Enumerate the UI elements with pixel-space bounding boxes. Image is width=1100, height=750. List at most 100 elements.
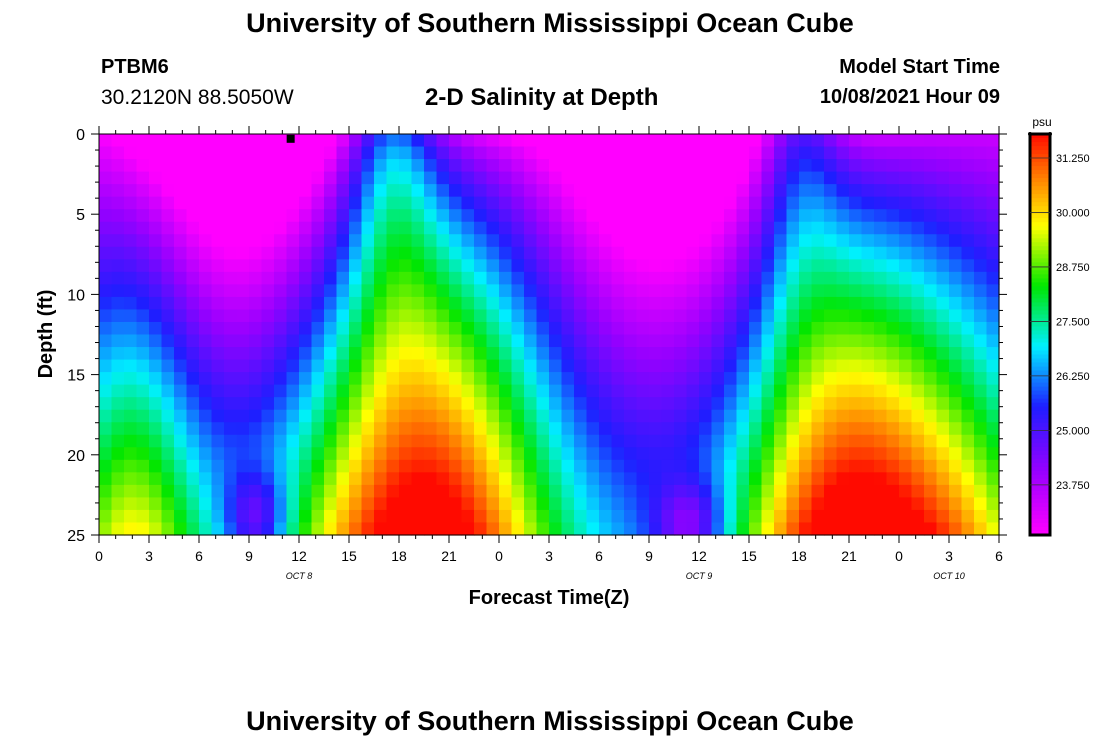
heatmap-cell [724, 259, 738, 273]
heatmap-cell [786, 271, 800, 285]
heatmap-cell [249, 372, 263, 386]
heatmap-cell [586, 284, 600, 298]
heatmap-cell [211, 134, 225, 148]
heatmap-cell [136, 459, 150, 473]
colorbar-segment [1030, 486, 1050, 492]
heatmap-cell [586, 459, 600, 473]
heatmap-cell [161, 271, 175, 285]
heatmap-cell [774, 372, 788, 386]
heatmap-cell [236, 409, 250, 423]
heatmap-cell [136, 484, 150, 499]
heatmap-cell [899, 296, 913, 311]
heatmap-cell [849, 284, 863, 298]
colorbar-segment [1030, 174, 1050, 179]
heatmap-cell [124, 522, 138, 536]
heatmap-cell [386, 422, 400, 436]
heatmap-cell [874, 434, 888, 448]
heatmap-cell [224, 246, 238, 260]
heatmap-cell [274, 146, 288, 160]
heatmap-cell [811, 472, 825, 486]
heatmap-cell [961, 246, 975, 260]
heatmap-cell [386, 384, 400, 398]
heatmap-cell [161, 296, 175, 311]
heatmap-cell [711, 171, 725, 185]
heatmap-cell [674, 422, 688, 436]
heatmap-cell [899, 246, 913, 260]
heatmap-cell [236, 321, 250, 336]
heatmap-cell [649, 284, 663, 298]
heatmap-cell [624, 209, 638, 223]
heatmap-cell [286, 246, 300, 260]
heatmap-cell [899, 447, 913, 461]
heatmap-cell [974, 321, 988, 336]
heatmap-cell [611, 246, 625, 260]
heatmap-cell [786, 359, 800, 373]
heatmap-cell [674, 209, 688, 223]
heatmap-cell [411, 509, 425, 524]
heatmap-cell [861, 284, 875, 298]
heatmap-cell [336, 159, 350, 173]
heatmap-cell [649, 234, 663, 248]
heatmap-cell [399, 271, 413, 285]
heatmap-cell [461, 209, 475, 223]
heatmap-cell [811, 234, 825, 248]
heatmap-cell [586, 409, 600, 423]
heatmap-cell [249, 246, 263, 260]
heatmap-cell [249, 271, 263, 285]
heatmap-cell [174, 484, 188, 499]
heatmap-cell [524, 209, 538, 223]
heatmap-cell [461, 221, 475, 235]
heatmap-cell [349, 184, 363, 198]
heatmap-cell [261, 296, 275, 311]
heatmap-cell [736, 459, 750, 473]
heatmap-cell [624, 384, 638, 398]
heatmap-cell [911, 359, 925, 373]
heatmap-cell [586, 309, 600, 323]
heatmap-cell [449, 409, 463, 423]
heatmap-cell [111, 296, 125, 311]
heatmap-cell [224, 284, 238, 298]
heatmap-cell [549, 196, 563, 210]
heatmap-cell [874, 171, 888, 185]
heatmap-cell [149, 522, 163, 536]
heatmap-cell [986, 221, 1000, 235]
heatmap-cell [286, 484, 300, 499]
heatmap-cell [811, 522, 825, 536]
heatmap-cell [599, 284, 613, 298]
heatmap-cell [274, 309, 288, 323]
heatmap-cell [361, 171, 375, 185]
heatmap-cell [324, 284, 338, 298]
heatmap-cell [549, 209, 563, 223]
heatmap-cell [899, 309, 913, 323]
heatmap-cell [299, 246, 313, 260]
heatmap-cell [649, 296, 663, 311]
heatmap-cell [786, 384, 800, 398]
heatmap-cell [286, 472, 300, 486]
heatmap-cell [686, 171, 700, 185]
heatmap-cell [211, 309, 225, 323]
heatmap-cell [111, 134, 125, 148]
heatmap-cell [874, 184, 888, 198]
heatmap-cell [961, 271, 975, 285]
x-tick-label: 6 [995, 548, 1003, 564]
heatmap-cell [824, 334, 838, 348]
heatmap-cell [624, 347, 638, 361]
heatmap-cell [536, 472, 550, 486]
heatmap-cell [299, 372, 313, 386]
heatmap-cell [461, 309, 475, 323]
heatmap-cell [836, 484, 850, 499]
heatmap-cell [124, 459, 138, 473]
heatmap-cell [586, 134, 600, 148]
heatmap-cell [561, 171, 575, 185]
heatmap-cell [324, 196, 338, 210]
heatmap-cell [736, 284, 750, 298]
heatmap-cell [361, 522, 375, 536]
heatmap-cell [874, 409, 888, 423]
heatmap-cell [424, 472, 438, 486]
heatmap-cell [524, 246, 538, 260]
heatmap-cell [99, 397, 113, 411]
heatmap-cell [511, 196, 525, 210]
heatmap-cell [786, 434, 800, 448]
heatmap-cell [436, 522, 450, 536]
heatmap-cell [736, 522, 750, 536]
